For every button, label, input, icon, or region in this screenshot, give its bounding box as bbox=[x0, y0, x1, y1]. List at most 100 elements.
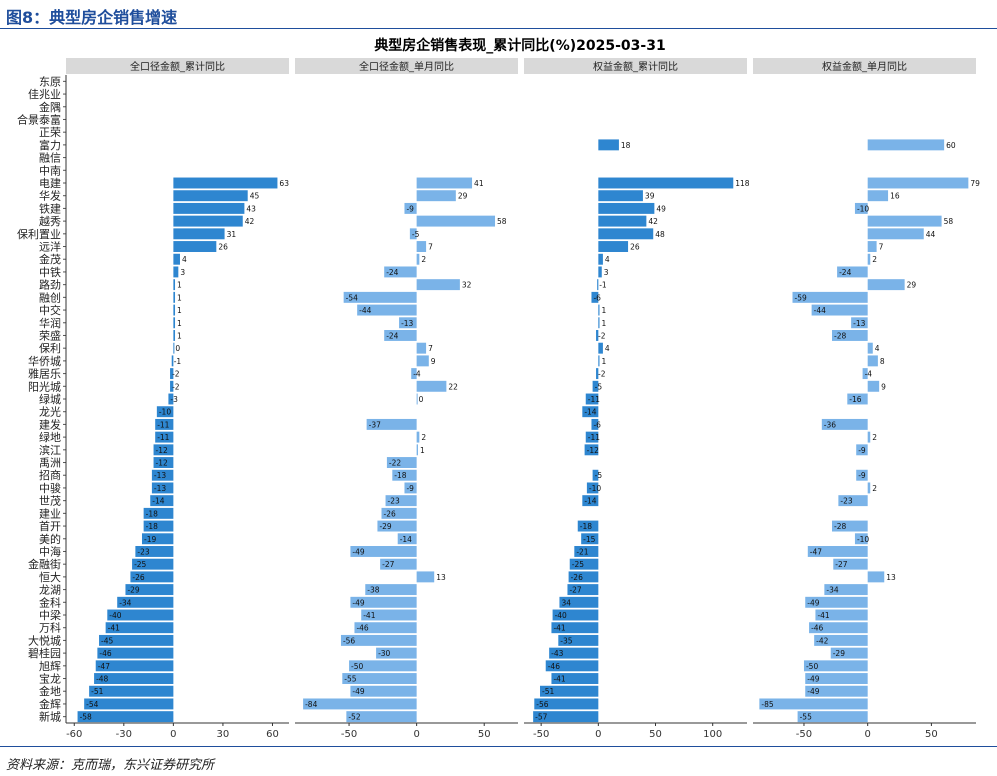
bar bbox=[385, 495, 417, 507]
category-label: 碧桂园 bbox=[28, 646, 61, 660]
bar bbox=[824, 584, 868, 596]
data-label: -2 bbox=[172, 370, 180, 379]
data-label: 1 bbox=[177, 293, 182, 302]
bar bbox=[598, 139, 619, 151]
data-label: -14 bbox=[584, 497, 596, 506]
x-tick-label: 0 bbox=[864, 729, 870, 740]
x-tick-label: -60 bbox=[66, 729, 82, 740]
category-label: 建发 bbox=[39, 417, 61, 431]
data-label: -29 bbox=[833, 649, 845, 658]
data-label: 1 bbox=[601, 306, 606, 315]
data-label: -42 bbox=[816, 636, 828, 645]
bar bbox=[759, 698, 868, 710]
category-label: 万科 bbox=[39, 621, 61, 635]
bar bbox=[559, 596, 599, 608]
bar bbox=[141, 533, 174, 545]
bar bbox=[397, 533, 417, 545]
data-label: -44 bbox=[814, 306, 826, 315]
bar bbox=[392, 469, 417, 481]
data-label: -47 bbox=[98, 662, 110, 671]
bar bbox=[598, 355, 600, 367]
data-label: -9 bbox=[406, 204, 414, 213]
data-label: 58 bbox=[497, 217, 507, 226]
x-tick-label: 100 bbox=[703, 729, 722, 740]
panel-header-label: 全口径金额_累计同比 bbox=[130, 60, 225, 73]
data-label: -40 bbox=[555, 611, 567, 620]
data-label: 1 bbox=[177, 281, 182, 290]
category-label: 禹洲 bbox=[39, 457, 61, 470]
data-label: 31 bbox=[227, 230, 237, 239]
bar bbox=[598, 317, 600, 329]
category-label: 华侨城 bbox=[28, 354, 61, 368]
data-label: 29 bbox=[907, 281, 917, 290]
x-tick-label: -50 bbox=[533, 729, 549, 740]
data-label: -12 bbox=[156, 446, 168, 455]
bar bbox=[867, 177, 969, 189]
bar bbox=[584, 444, 599, 456]
bar bbox=[416, 355, 429, 367]
panel-header bbox=[753, 58, 976, 74]
data-label: -18 bbox=[394, 471, 406, 480]
bar bbox=[346, 711, 417, 723]
bar bbox=[130, 571, 174, 583]
bar bbox=[125, 584, 174, 596]
bar bbox=[107, 609, 174, 621]
data-label: -58 bbox=[80, 713, 92, 722]
data-label: -21 bbox=[576, 547, 588, 556]
source-note: 资料来源：克而瑞，东兴证券研究所 bbox=[6, 758, 215, 773]
bar bbox=[89, 685, 174, 697]
bar bbox=[376, 647, 417, 659]
bar bbox=[350, 546, 417, 557]
bar bbox=[811, 304, 868, 316]
bar bbox=[173, 190, 248, 202]
data-label: 39 bbox=[645, 192, 655, 201]
category-label: 融创 bbox=[39, 291, 61, 304]
data-label: 42 bbox=[245, 217, 255, 226]
category-label: 中铁 bbox=[39, 266, 61, 279]
category-label: 金融街 bbox=[28, 557, 61, 571]
data-label: -11 bbox=[588, 433, 600, 442]
bar bbox=[132, 558, 174, 570]
bar bbox=[416, 342, 427, 354]
bar bbox=[805, 673, 868, 684]
bar bbox=[809, 622, 868, 634]
bar bbox=[135, 546, 174, 557]
data-label: 9 bbox=[431, 357, 436, 366]
data-label: -27 bbox=[835, 560, 847, 569]
data-label: 2 bbox=[872, 433, 877, 442]
bar bbox=[170, 368, 174, 380]
category-label: 合景泰富 bbox=[17, 112, 61, 126]
bar bbox=[173, 304, 176, 316]
data-label: -23 bbox=[388, 497, 400, 506]
data-label: 4 bbox=[605, 255, 610, 264]
bar bbox=[581, 533, 599, 545]
data-label: -2 bbox=[172, 382, 180, 391]
category-label: 佳兆业 bbox=[28, 87, 61, 101]
category-label: 建业 bbox=[39, 506, 61, 520]
category-label: 雅居乐 bbox=[28, 367, 61, 381]
category-label: 远洋 bbox=[39, 240, 61, 254]
bar bbox=[854, 202, 868, 214]
category-label: 中海 bbox=[39, 544, 61, 558]
bar bbox=[540, 685, 599, 697]
panel-header bbox=[66, 58, 289, 74]
data-label: -26 bbox=[383, 509, 395, 518]
x-tick-label: -30 bbox=[116, 729, 132, 740]
category-label: 保利 bbox=[39, 341, 61, 355]
bar bbox=[598, 342, 603, 354]
bar bbox=[851, 317, 868, 329]
data-label: 3 bbox=[180, 268, 185, 277]
category-label: 金科 bbox=[39, 595, 61, 609]
category-label: 电建 bbox=[39, 176, 61, 190]
data-label: -10 bbox=[589, 484, 601, 493]
bar bbox=[143, 520, 174, 532]
data-label: 34 bbox=[561, 598, 571, 607]
data-label: 0 bbox=[419, 395, 424, 404]
bar bbox=[838, 495, 868, 507]
bar bbox=[173, 266, 179, 278]
bar bbox=[867, 431, 871, 443]
data-label: -46 bbox=[811, 624, 823, 633]
bar bbox=[815, 609, 868, 621]
category-label: 东原 bbox=[39, 75, 61, 88]
data-label: -16 bbox=[849, 395, 861, 404]
